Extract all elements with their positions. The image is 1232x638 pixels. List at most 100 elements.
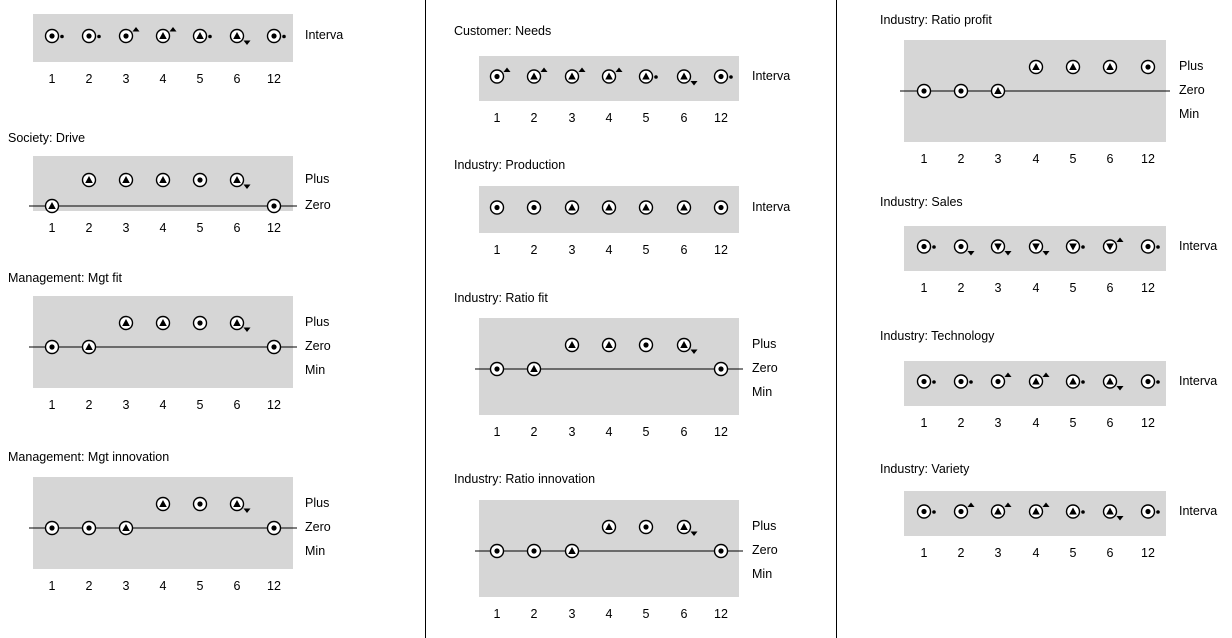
level-label: Interva — [752, 68, 791, 83]
x-tick-label: 3 — [994, 281, 1002, 295]
marker-tri — [638, 200, 654, 215]
marker-dot-right — [1140, 374, 1160, 389]
marker-tri — [118, 520, 134, 536]
level-label: Min — [305, 363, 326, 377]
marker-tri — [526, 361, 542, 377]
x-tick-label: 2 — [957, 546, 965, 560]
marker-dot — [192, 315, 208, 331]
marker-dot — [192, 172, 208, 188]
x-tick-label: 6 — [680, 243, 688, 257]
x-tick-label: 4 — [159, 72, 167, 86]
x-tick-label: 12 — [714, 111, 728, 125]
marker-tri — [81, 172, 97, 188]
level-label: Zero — [752, 361, 778, 375]
level-label: Min — [305, 544, 326, 558]
marker-tri — [564, 543, 580, 559]
x-tick-label: 1 — [48, 579, 56, 593]
marker-dot-up — [489, 67, 511, 84]
x-tick-label: 12 — [714, 425, 728, 439]
marker-tri-up — [1028, 372, 1050, 389]
chart-title: Industry: Variety — [880, 462, 970, 476]
marker-tri — [1065, 59, 1081, 75]
x-tick-label: 4 — [605, 425, 613, 439]
x-tick-label: 5 — [642, 425, 650, 439]
level-label: Interva — [305, 28, 344, 42]
level-label: Zero — [1179, 83, 1205, 97]
level-label: Plus — [305, 315, 330, 329]
x-tick-label: 1 — [493, 425, 501, 439]
marker-tri-down — [229, 496, 251, 513]
marker-tri — [44, 198, 60, 214]
x-tick-label: 3 — [568, 111, 576, 125]
chart-panel — [479, 500, 739, 597]
x-tick-label: 12 — [1141, 152, 1155, 166]
x-tick-label: 1 — [920, 546, 928, 560]
marker-dot — [266, 339, 282, 355]
marker-dot — [638, 337, 654, 353]
marker-tri — [676, 200, 692, 215]
marker-tri-up — [526, 67, 548, 84]
x-tick-label: 12 — [267, 72, 281, 86]
marker-dot — [526, 543, 542, 559]
x-tick-label: 3 — [994, 152, 1002, 166]
x-tick-label: 5 — [196, 221, 204, 235]
marker-tri — [81, 339, 97, 355]
x-tick-label: 1 — [493, 607, 501, 621]
x-tick-label: 12 — [1141, 546, 1155, 560]
x-tick-label: 6 — [233, 72, 241, 86]
x-tick-label: 5 — [196, 72, 204, 86]
column-divider — [425, 0, 426, 638]
marker-dot — [81, 520, 97, 536]
chart-title: Industry: Sales — [880, 195, 963, 209]
marker-dot — [489, 543, 505, 559]
marker-tri — [601, 519, 617, 535]
marker-dot — [266, 520, 282, 536]
marker-tri-down — [1102, 504, 1124, 521]
marker-dot-right — [44, 28, 64, 44]
x-tick-label: 2 — [957, 281, 965, 295]
marker-tri — [118, 315, 134, 331]
x-tick-label: 5 — [196, 579, 204, 593]
x-tick-label: 4 — [1032, 416, 1040, 430]
chart-title: Industry: Ratio profit — [880, 13, 992, 27]
x-tick-label: 4 — [1032, 546, 1040, 560]
x-tick-label: 6 — [233, 398, 241, 412]
x-tick-label: 1 — [920, 281, 928, 295]
x-tick-label: 2 — [85, 72, 93, 86]
x-tick-label: 1 — [493, 111, 501, 125]
marker-tri-right — [192, 28, 212, 44]
x-tick-label: 4 — [159, 579, 167, 593]
marker-dot-right — [713, 69, 733, 84]
level-label: Min — [752, 385, 773, 399]
marker-dot-right — [953, 374, 973, 389]
x-tick-label: 5 — [196, 398, 204, 412]
x-tick-label: 2 — [530, 425, 538, 439]
x-tick-label: 2 — [957, 152, 965, 166]
marker-tri-right — [1065, 374, 1085, 389]
x-tick-label: 6 — [233, 221, 241, 235]
marker-dot — [44, 339, 60, 355]
marker-tdown-down — [1028, 239, 1050, 256]
x-tick-label: 6 — [680, 111, 688, 125]
x-tick-label: 12 — [714, 607, 728, 621]
marker-tri — [118, 172, 134, 188]
x-tick-label: 1 — [920, 416, 928, 430]
x-tick-label: 3 — [122, 398, 130, 412]
x-tick-label: 6 — [1106, 281, 1114, 295]
marker-dot-right — [916, 239, 936, 254]
x-tick-label: 6 — [680, 425, 688, 439]
marker-tri-up — [990, 502, 1012, 519]
marker-tri — [990, 83, 1006, 99]
x-tick-label: 3 — [568, 425, 576, 439]
marker-tri — [155, 496, 171, 512]
chart-title: Industry: Ratio innovation — [454, 472, 596, 486]
marker-tri-up — [601, 67, 623, 84]
marker-dot-right — [916, 374, 936, 389]
marker-dot-right — [916, 504, 936, 519]
